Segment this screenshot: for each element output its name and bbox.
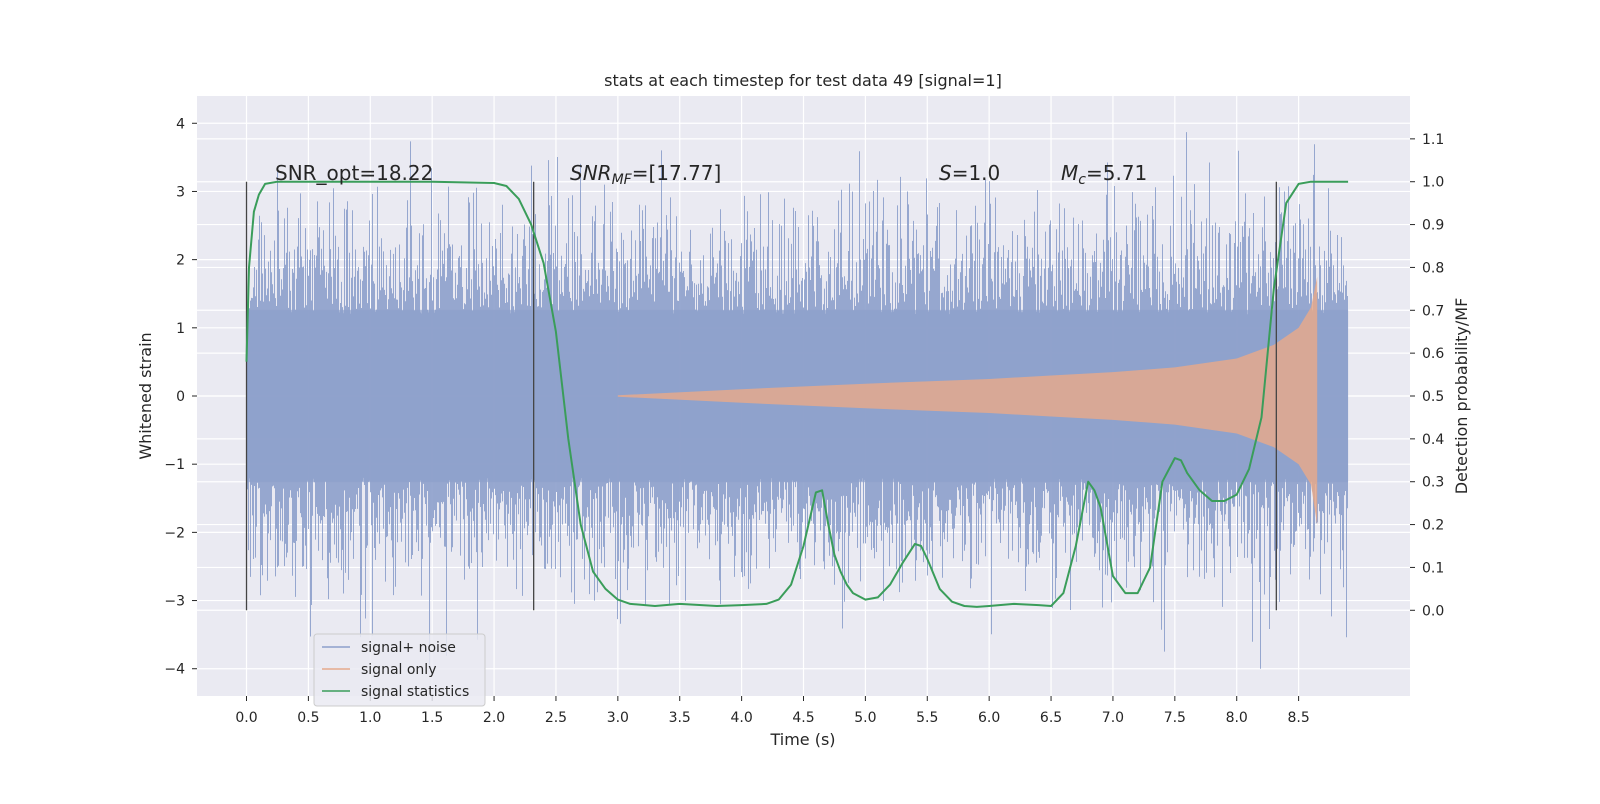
mc-label: M [1061, 161, 1078, 185]
snr-opt-prefix: SNR_opt= [275, 161, 376, 185]
y-tick-label-left: 2 [176, 253, 185, 269]
y-tick-label-right: 0.3 [1422, 475, 1444, 491]
x-tick-label: 2.5 [545, 710, 567, 726]
annotation-snr-opt: SNR_opt=18.22 [275, 161, 433, 185]
snr-mf-label: SNR [570, 161, 612, 185]
legend-label-signal-only: signal only [361, 662, 436, 678]
y-axis-label-right: Detection probability/MF [1452, 298, 1471, 495]
y-tick-label-right: 0.6 [1422, 346, 1444, 362]
y-tick-label-left: −4 [164, 662, 185, 678]
y-axis-label-left: Whitened strain [136, 332, 155, 459]
legend-label-signal-noise: signal+ noise [361, 640, 456, 656]
annotation-mc: Mc=5.71 [1061, 161, 1147, 188]
snr-mf-value: =[17.77] [632, 161, 722, 185]
x-tick-label: 1.0 [359, 710, 381, 726]
x-axis-label: Time (s) [769, 730, 835, 749]
x-tick-label: 0.5 [297, 710, 319, 726]
y-tick-label-right: 0.1 [1422, 560, 1444, 576]
x-tick-label: 6.5 [1040, 710, 1062, 726]
x-tick-label: 2.0 [483, 710, 505, 726]
snr-opt-value: 18.22 [376, 161, 433, 185]
snr-mf-subscript: MF [612, 172, 633, 188]
s-label: S [939, 161, 952, 185]
x-tick-label: 5.0 [854, 710, 876, 726]
signal-statistics-series [245, 180, 1349, 608]
legend-box [313, 633, 486, 707]
annotation-s: S=1.0 [939, 161, 1000, 185]
legend-label-signal-statistics: signal statistics [361, 684, 469, 700]
y-tick-label-right: 1.0 [1422, 175, 1444, 191]
y-tick-label-right: 0.8 [1422, 260, 1444, 276]
mc-subscript: c [1078, 172, 1086, 188]
y-tick-label-left: −3 [164, 594, 185, 610]
vertical-markers [245, 181, 1277, 611]
x-tick-label: 7.5 [1164, 710, 1186, 726]
chart-title: stats at each timestep for test data 49 … [604, 71, 1002, 90]
x-tick-label: 0.0 [235, 710, 257, 726]
signal-only-series [617, 276, 1318, 526]
x-tick-label: 8.0 [1226, 710, 1248, 726]
y-tick-label-left: 0 [176, 389, 185, 405]
y-tick-label-right: 0.0 [1422, 603, 1444, 619]
legend: signal+ noise signal only signal statist… [313, 633, 486, 707]
y-tick-label-right: 1.1 [1422, 132, 1444, 148]
y-tick-label-left: −1 [164, 457, 185, 473]
y-tick-label-right: 0.2 [1422, 518, 1444, 534]
y-tick-label-right: 0.5 [1422, 389, 1444, 405]
y-tick-labels-left: 4 3 2 1 0 −1 −2 −3 −4 [164, 116, 197, 678]
y-tick-label-left: 1 [176, 321, 185, 337]
x-tick-labels: 0.0 0.5 1.0 1.5 2.0 2.5 3.0 3.5 4.0 4.5 5.0 5.5 6.0 6… [235, 696, 1310, 726]
x-tick-label: 3.0 [607, 710, 629, 726]
x-tick-label: 7.0 [1102, 710, 1124, 726]
signal-statistics-line [245, 180, 1349, 608]
y-tick-label-right: 0.9 [1422, 218, 1444, 234]
x-tick-label: 1.5 [421, 710, 443, 726]
y-tick-label-right: 0.7 [1422, 303, 1444, 319]
y-tick-label-right: 0.4 [1422, 432, 1444, 448]
x-tick-label: 3.5 [669, 710, 691, 726]
y-tick-label-left: 3 [176, 184, 185, 200]
signal-only-area [617, 276, 1318, 526]
x-tick-label: 6.0 [978, 710, 1000, 726]
x-tick-label: 4.0 [730, 710, 752, 726]
x-tick-label: 4.5 [792, 710, 814, 726]
y-tick-label-left: −2 [164, 525, 185, 541]
x-tick-label: 8.5 [1287, 710, 1309, 726]
s-value: =1.0 [952, 161, 1001, 185]
mc-value: =5.71 [1086, 161, 1147, 185]
y-tick-labels-right: 1.1 1.0 0.9 0.8 0.7 0.6 0.5 0.4 0.3 0.2 0.1 0.0 [1410, 132, 1444, 619]
annotation-snr-mf: SNRMF=[17.77] [570, 161, 721, 188]
y-tick-label-left: 4 [176, 116, 185, 132]
x-tick-label: 5.5 [916, 710, 938, 726]
